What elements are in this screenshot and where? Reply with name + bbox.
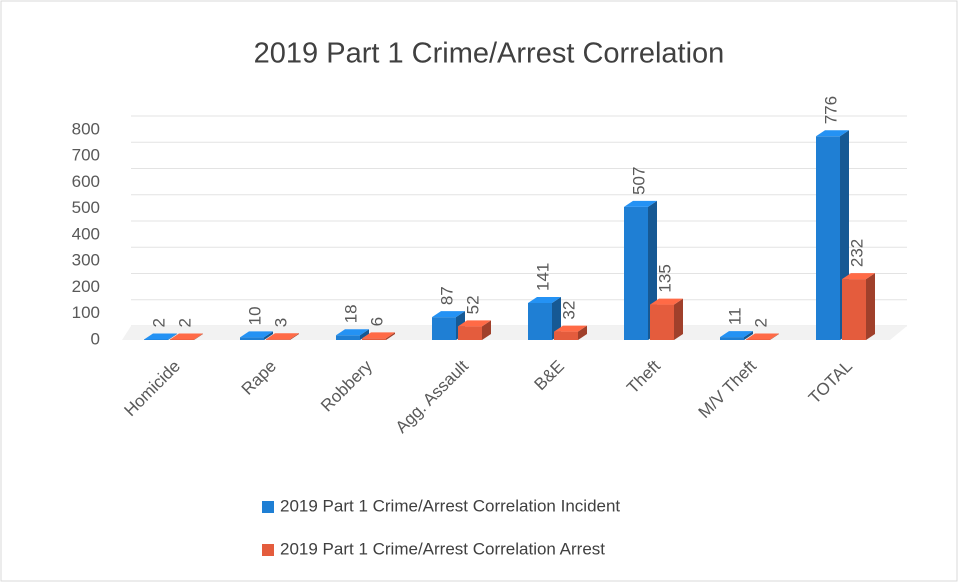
- bar: [554, 325, 587, 340]
- bar: [362, 332, 395, 340]
- bar-top: [266, 333, 299, 340]
- bar-side: [264, 331, 273, 340]
- bar-front: [266, 339, 290, 340]
- data-label: 507: [629, 167, 648, 195]
- bar-top: [458, 320, 491, 327]
- bar: [720, 331, 753, 340]
- bar-top: [842, 273, 875, 280]
- bar-front: [362, 338, 386, 340]
- data-label: 3: [271, 318, 290, 327]
- bar-front: [720, 337, 744, 340]
- bar-side: [482, 320, 491, 340]
- bar-front: [458, 326, 482, 340]
- bar-front: [170, 339, 194, 340]
- bar-top: [816, 130, 849, 137]
- bar-top: [720, 331, 753, 338]
- floor: [122, 326, 907, 340]
- legend-label: 2019 Part 1 Crime/Arrest Correlation Arr…: [280, 539, 605, 558]
- chart-title: 2019 Part 1 Crime/Arrest Correlation: [254, 38, 725, 70]
- bar-front: [432, 317, 456, 340]
- bar-side: [866, 273, 875, 340]
- bar-top: [528, 296, 561, 303]
- bar: [746, 333, 779, 340]
- bar-front: [816, 136, 840, 340]
- y-tick-label: 500: [72, 198, 100, 217]
- bar-top: [144, 333, 177, 340]
- bar-front: [240, 337, 264, 340]
- bar-top: [746, 333, 779, 340]
- bar: [266, 333, 299, 340]
- bar: [144, 333, 177, 340]
- y-tick-label: 300: [72, 251, 100, 270]
- data-label: 18: [341, 304, 360, 323]
- bar-side: [194, 333, 203, 340]
- y-tick-label: 200: [72, 277, 100, 296]
- bar: [336, 329, 369, 340]
- data-label: 135: [655, 264, 674, 292]
- data-label: 6: [367, 317, 386, 326]
- data-label: 2: [149, 318, 168, 327]
- data-label: 87: [437, 286, 456, 305]
- bar: [458, 320, 491, 340]
- data-label: 2: [751, 318, 770, 327]
- y-tick-label: 0: [91, 329, 100, 348]
- data-label: 52: [463, 295, 482, 314]
- y-tick-label: 800: [72, 119, 100, 138]
- data-label: 2: [175, 318, 194, 327]
- bar-front: [554, 331, 578, 340]
- data-label: 10: [245, 306, 264, 325]
- bar-top: [554, 325, 587, 332]
- data-label: 11: [725, 307, 744, 325]
- bar-side: [578, 325, 587, 340]
- bar-top: [336, 329, 369, 336]
- data-label: 232: [847, 239, 866, 267]
- y-tick-label: 400: [72, 224, 100, 243]
- y-tick-label: 600: [72, 172, 100, 191]
- data-label: 141: [533, 263, 552, 291]
- data-label: 776: [821, 96, 840, 124]
- bar-front: [842, 279, 866, 340]
- bar-top: [432, 311, 465, 318]
- bar-top: [624, 200, 657, 207]
- legend-label: 2019 Part 1 Crime/Arrest Correlation Inc…: [280, 496, 620, 515]
- bar-front: [650, 304, 674, 340]
- bar-side: [290, 333, 299, 340]
- y-tick-label: 100: [72, 303, 100, 322]
- legend-swatch: [262, 544, 274, 556]
- legend-swatch: [262, 501, 274, 513]
- y-tick-label: 700: [72, 146, 100, 165]
- bar-top: [362, 332, 395, 339]
- bar-side: [674, 298, 683, 340]
- bar: [240, 331, 273, 340]
- bar-front: [746, 339, 770, 340]
- bar-side: [386, 332, 395, 340]
- bar-side: [744, 331, 753, 340]
- bar-front: [624, 206, 648, 340]
- bar: [842, 273, 875, 340]
- bar-side: [770, 333, 779, 340]
- bar-top: [240, 331, 273, 338]
- bar-top: [170, 333, 203, 340]
- data-label: 32: [559, 301, 578, 320]
- bar-front: [528, 302, 552, 340]
- bar-top: [650, 298, 683, 305]
- bar-front: [336, 335, 360, 340]
- bar: [528, 296, 561, 340]
- bar-side: [360, 329, 369, 340]
- bar-side: [168, 333, 177, 340]
- bar-front: [144, 339, 168, 340]
- bar: [650, 298, 683, 340]
- bar: [170, 333, 203, 340]
